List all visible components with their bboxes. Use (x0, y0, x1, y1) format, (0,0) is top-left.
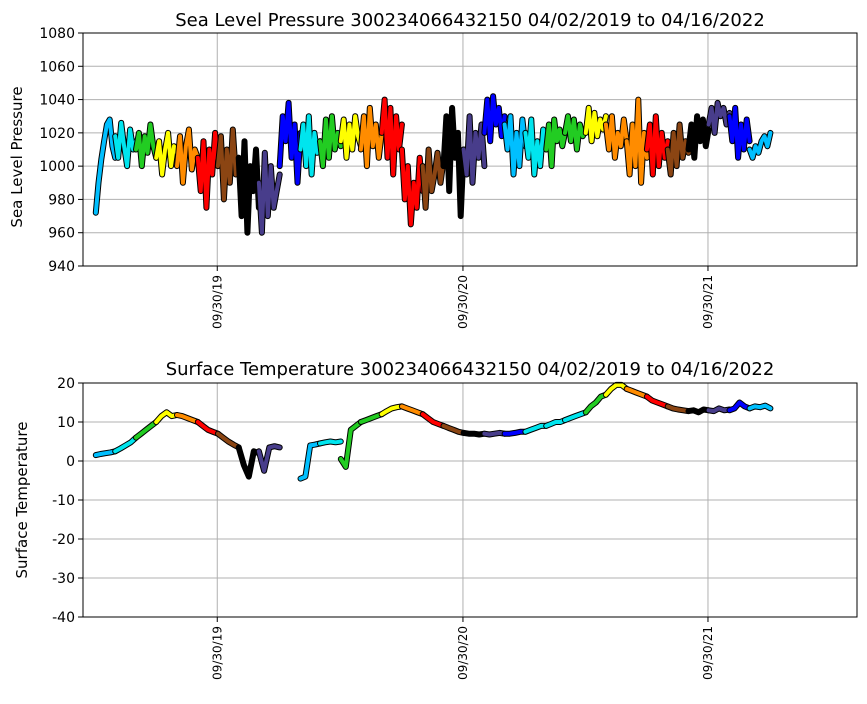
temperature-series-2019-12 (256, 444, 282, 473)
pressure-series-2020-10 (461, 114, 487, 185)
pressure-ytick-label: 1080 (39, 26, 75, 42)
pressure-ytick-label: 1000 (39, 159, 75, 175)
temperature-chart-title: Surface Temperature 300234066432150 04/0… (166, 359, 775, 380)
pressure-series-2021-09 (686, 114, 711, 160)
temperature-series-2021-07 (644, 394, 670, 409)
temperature-series-2020-09 (441, 423, 466, 435)
pressure-series-2020-08 (420, 147, 446, 210)
temperature-y-axis-label: Surface Temperature (13, 422, 31, 579)
pressure-series-2021-10 (706, 100, 732, 135)
pressure-series-2020-12 (502, 114, 528, 177)
pressure-xtick-label: 09/30/19 (210, 275, 224, 329)
temperature-series-2019-05 (113, 435, 138, 454)
pressure-series-2019-10 (215, 127, 241, 202)
temperature-chart: Surface Temperature 300234066432150 04/0… (13, 359, 858, 680)
temperature-series-2020-05 (358, 412, 384, 424)
pressure-axes: 940 960 980 1000 1020 1040 1060 1080 09/30/19 09/… (39, 26, 715, 329)
pressure-series-2021-06 (624, 97, 649, 185)
temperature-series-2019-04 (93, 449, 118, 458)
pressure-series-2021-08 (665, 122, 691, 177)
pressure-series-2020-03 (318, 114, 343, 169)
pressure-series-2020-01 (277, 100, 303, 185)
temperature-xtick-label: 09/30/20 (456, 626, 470, 680)
temperature-grid (83, 382, 857, 618)
temperature-xtick-label: 09/30/21 (701, 626, 715, 680)
pressure-plot-frame (82, 32, 858, 267)
pressure-xtick-label: 09/30/20 (456, 275, 470, 329)
temperature-series-2019-08 (175, 413, 200, 424)
temperature-series-2021-10 (706, 406, 732, 414)
temperature-xtick-label: 09/30/19 (210, 626, 224, 680)
temperature-series-2020-04 (338, 420, 363, 469)
temperature-series-2020-07 (399, 404, 425, 417)
pressure-series-2020-07 (399, 147, 425, 227)
pressure-series-2021-04 (583, 105, 608, 144)
temperature-series-2021-06 (624, 386, 649, 399)
temperature-ytick-label: 10 (57, 415, 75, 431)
temperature-series-2019-09 (195, 420, 220, 436)
temperature-series-2020-02 (298, 441, 322, 481)
pressure-y-axis-label: Sea Level Pressure (8, 86, 26, 227)
pressure-chart-title: Sea Level Pressure 300234066432150 04/02… (175, 10, 765, 31)
pressure-ytick-label: 1060 (39, 59, 75, 75)
pressure-series-2021-12 (747, 130, 773, 160)
temperature-series-2020-10 (461, 430, 487, 437)
temperature-series-2020-12 (502, 429, 528, 436)
pressure-series-2019-11 (236, 139, 261, 235)
pressure-series-2020-04 (338, 114, 363, 160)
temperature-series-2019-06 (134, 420, 159, 440)
temperature-series-2020-11 (482, 430, 507, 437)
pressure-series-2020-05 (358, 105, 384, 169)
pressure-series-2021-05 (603, 114, 629, 160)
pressure-chart: Sea Level Pressure 300234066432150 04/02… (8, 10, 858, 329)
pressure-ytick-label: 1020 (39, 126, 75, 142)
pressure-series-2021-07 (644, 114, 670, 177)
pressure-series-2020-06 (379, 97, 404, 177)
temperature-series-2021-12 (747, 403, 773, 411)
pressure-ytick-label: 1040 (39, 93, 75, 109)
pressure-series-2019-04 (93, 117, 118, 215)
pressure-series-2020-02 (298, 114, 322, 177)
pressure-ytick-label: 960 (48, 226, 75, 242)
temperature-series-2019-07 (154, 410, 179, 424)
pressure-series-2019-06 (134, 122, 159, 169)
temperature-data (92, 381, 774, 482)
pressure-series-2019-05 (113, 120, 138, 169)
temperature-series-2019-11 (236, 445, 261, 479)
temperature-series-2020-06 (379, 404, 404, 417)
temperature-ytick-label: -20 (52, 532, 75, 548)
pressure-series-2019-08 (175, 127, 200, 185)
temperature-series-2021-04 (583, 392, 608, 415)
temperature-series-2020-03 (318, 439, 343, 446)
temperature-series-2019-10 (215, 431, 241, 450)
pressure-series-2019-09 (195, 130, 220, 210)
pressure-data (92, 93, 774, 236)
temperature-series-2021-08 (665, 404, 691, 414)
temperature-series-2021-05 (603, 382, 629, 397)
pressure-series-2021-11 (727, 105, 752, 160)
pressure-series-2021-02 (544, 117, 567, 169)
temperature-ytick-label: 20 (57, 376, 75, 392)
pressure-series-2021-03 (563, 114, 588, 152)
temperature-ytick-label: 0 (66, 454, 75, 470)
temperature-ytick-label: -40 (52, 610, 75, 626)
pressure-xtick-label: 09/30/21 (701, 275, 715, 329)
temperature-ytick-label: -30 (52, 571, 75, 587)
pressure-series-2019-12 (256, 150, 282, 235)
temperature-axes: -40 -30 -20 -10 0 10 20 09/30/19 09/30/20 09/30/2… (52, 376, 715, 680)
pressure-series-2021-01 (523, 117, 549, 177)
temperature-series-2021-11 (727, 400, 752, 413)
temperature-series-2021-09 (686, 407, 711, 415)
temperature-ytick-label: -10 (52, 493, 75, 509)
temperature-series-2021-02 (544, 418, 567, 428)
temperature-series-2021-01 (523, 423, 549, 434)
pressure-series-2020-09 (441, 105, 466, 219)
pressure-series-2020-11 (482, 94, 507, 144)
pressure-series-2019-07 (154, 130, 179, 177)
pressure-ytick-label: 940 (48, 259, 75, 275)
temperature-series-2020-08 (420, 412, 446, 428)
temperature-series-2021-03 (563, 410, 588, 423)
pressure-ytick-label: 980 (48, 192, 75, 208)
